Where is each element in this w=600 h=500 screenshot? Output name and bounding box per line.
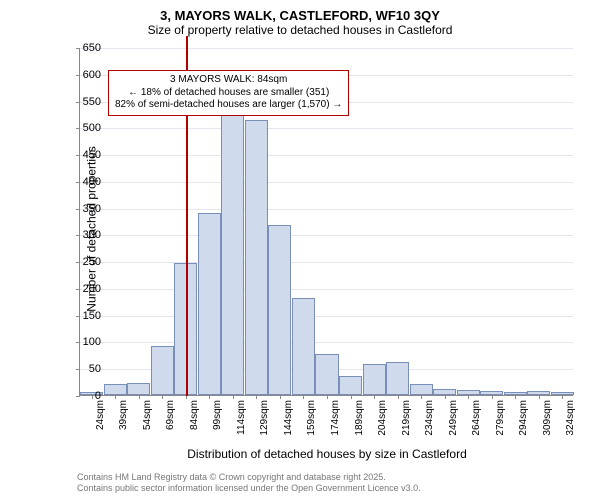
x-tick-label: 54sqm (142, 400, 153, 430)
x-tick-label: 159sqm (306, 400, 317, 436)
y-tick-label: 100 (71, 336, 101, 348)
x-tick-label: 39sqm (118, 400, 129, 430)
y-tick-label: 600 (71, 69, 101, 81)
annotation-line-1: 3 MAYORS WALK: 84sqm (115, 74, 342, 87)
x-tick (280, 395, 281, 399)
y-tick-label: 550 (71, 96, 101, 108)
x-tick-label: 204sqm (377, 400, 388, 436)
gridline (80, 289, 573, 290)
footer-line-2: Contains public sector information licen… (77, 483, 421, 494)
x-tick (445, 395, 446, 399)
histogram-bar (127, 383, 150, 395)
chart-container: Number of detached properties Distributi… (53, 48, 573, 423)
x-tick-label: 174sqm (330, 400, 341, 436)
histogram-bar (410, 384, 433, 395)
gridline (80, 155, 573, 156)
gridline (80, 48, 573, 49)
x-tick (515, 395, 516, 399)
gridline (80, 316, 573, 317)
x-tick (233, 395, 234, 399)
plot-area: Distribution of detached houses by size … (79, 48, 573, 396)
gridline (80, 128, 573, 129)
footer-attribution: Contains HM Land Registry data © Crown c… (77, 472, 421, 495)
x-tick (256, 395, 257, 399)
x-tick-label: 309sqm (542, 400, 553, 436)
x-tick-label: 249sqm (448, 400, 459, 436)
chart-subtitle: Size of property relative to detached ho… (0, 23, 600, 43)
y-tick-label: 50 (71, 363, 101, 375)
annotation-line-2: ← 18% of detached houses are smaller (35… (115, 87, 342, 100)
y-tick-label: 250 (71, 256, 101, 268)
y-tick-label: 350 (71, 203, 101, 215)
histogram-bar (221, 76, 244, 395)
x-tick-label: 324sqm (565, 400, 576, 436)
x-tick (139, 395, 140, 399)
x-tick-label: 99sqm (212, 400, 223, 430)
chart-title: 3, MAYORS WALK, CASTLEFORD, WF10 3QY (0, 0, 600, 23)
y-tick-label: 450 (71, 149, 101, 161)
x-tick (562, 395, 563, 399)
y-tick-label: 150 (71, 310, 101, 322)
x-tick-label: 264sqm (471, 400, 482, 436)
x-tick-label: 279sqm (495, 400, 506, 436)
histogram-bar (292, 298, 315, 395)
x-tick (492, 395, 493, 399)
x-tick (398, 395, 399, 399)
x-tick-label: 219sqm (401, 400, 412, 436)
footer-line-1: Contains HM Land Registry data © Crown c… (77, 472, 421, 483)
x-tick (327, 395, 328, 399)
histogram-bar (151, 346, 174, 395)
gridline (80, 342, 573, 343)
gridline (80, 262, 573, 263)
x-tick (539, 395, 540, 399)
x-tick-label: 129sqm (259, 400, 270, 436)
x-tick (351, 395, 352, 399)
histogram-bar (245, 120, 268, 395)
histogram-bar (339, 376, 362, 395)
x-tick (162, 395, 163, 399)
x-tick-label: 84sqm (189, 400, 200, 430)
x-tick-label: 114sqm (236, 400, 247, 435)
histogram-bar (268, 225, 291, 395)
x-tick-label: 144sqm (283, 400, 294, 436)
y-tick-label: 300 (71, 229, 101, 241)
x-tick-label: 24sqm (95, 400, 106, 430)
histogram-bar (363, 364, 386, 395)
histogram-bar (386, 362, 409, 395)
x-tick-label: 294sqm (518, 400, 529, 436)
y-tick-label: 500 (71, 122, 101, 134)
histogram-bar (104, 384, 127, 395)
annotation-box: 3 MAYORS WALK: 84sqm← 18% of detached ho… (108, 70, 349, 116)
y-tick-label: 200 (71, 283, 101, 295)
x-tick-label: 189sqm (354, 400, 365, 436)
x-tick-label: 234sqm (424, 400, 435, 436)
x-tick (303, 395, 304, 399)
x-tick-label: 69sqm (165, 400, 176, 430)
annotation-line-3: 82% of semi-detached houses are larger (… (115, 99, 342, 112)
y-tick-label: 400 (71, 176, 101, 188)
x-axis-label: Distribution of detached houses by size … (80, 447, 574, 461)
y-tick-label: 0 (71, 390, 101, 402)
gridline (80, 209, 573, 210)
x-tick (468, 395, 469, 399)
x-tick (421, 395, 422, 399)
histogram-bar (315, 354, 338, 395)
y-tick-label: 650 (71, 42, 101, 54)
x-tick (209, 395, 210, 399)
histogram-bar (198, 213, 221, 395)
gridline (80, 235, 573, 236)
gridline (80, 182, 573, 183)
x-tick (374, 395, 375, 399)
x-tick (115, 395, 116, 399)
